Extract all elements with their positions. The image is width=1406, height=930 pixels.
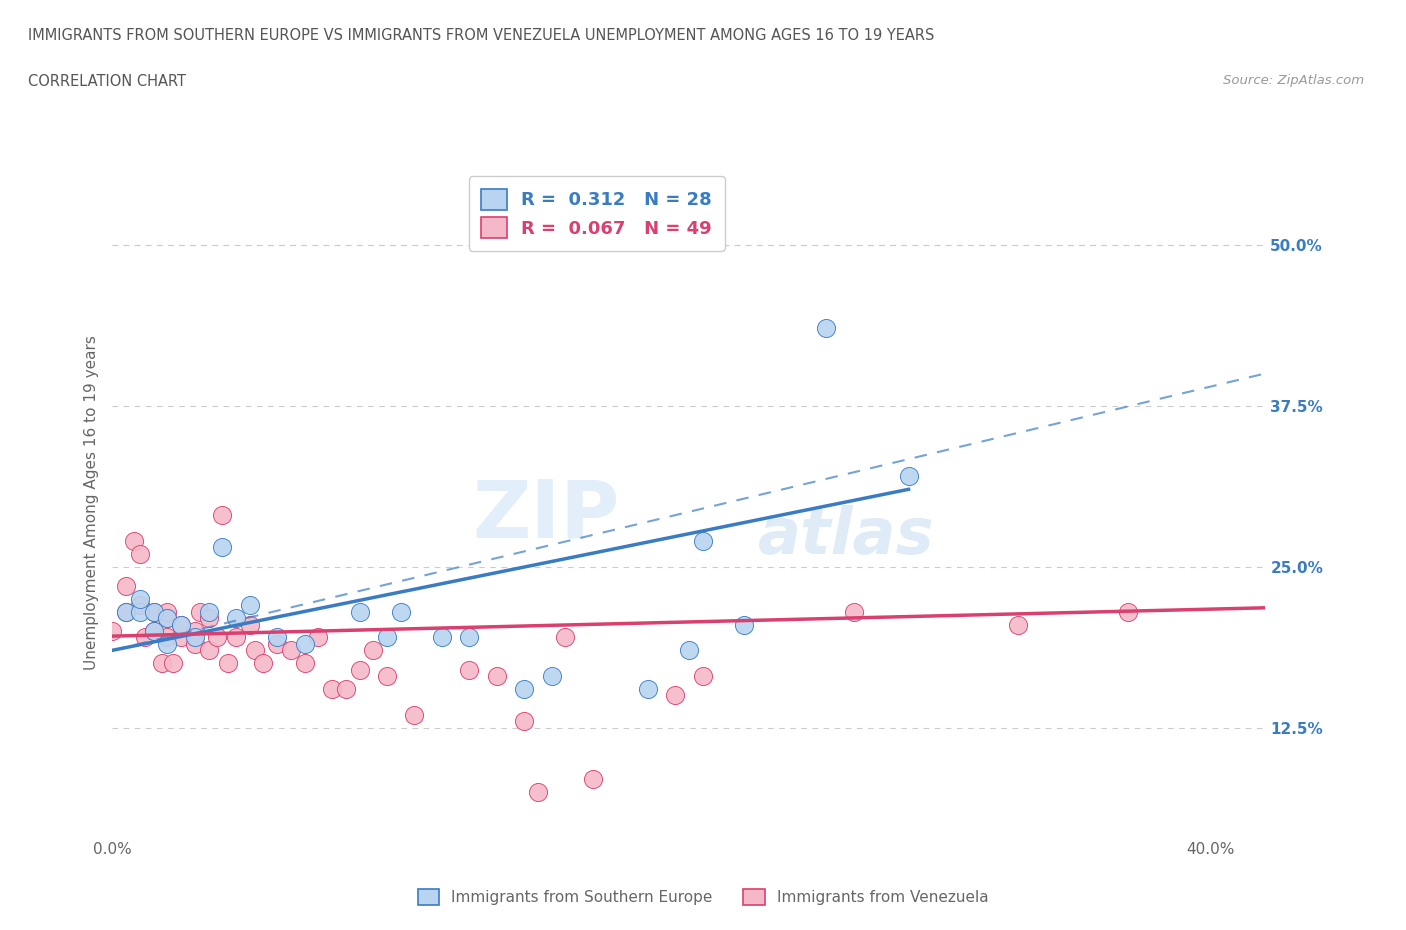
Point xyxy=(842,604,865,619)
Point xyxy=(129,604,152,619)
Legend: Immigrants from Southern Europe, Immigrants from Venezuela: Immigrants from Southern Europe, Immigra… xyxy=(411,882,995,913)
Point xyxy=(197,604,219,619)
Point xyxy=(115,604,138,619)
Point xyxy=(150,656,173,671)
Point xyxy=(184,636,207,651)
Point xyxy=(225,630,247,644)
Point xyxy=(389,604,412,619)
Point xyxy=(692,534,714,549)
Point xyxy=(162,656,184,671)
Point xyxy=(375,630,398,644)
Point xyxy=(733,618,755,632)
Point xyxy=(142,604,165,619)
Point xyxy=(115,604,138,619)
Point xyxy=(184,623,207,638)
Point xyxy=(527,785,550,800)
Legend: R =  0.312   N = 28, R =  0.067   N = 49: R = 0.312 N = 28, R = 0.067 N = 49 xyxy=(468,177,724,251)
Point xyxy=(349,604,371,619)
Point xyxy=(124,534,146,549)
Point xyxy=(239,618,262,632)
Point xyxy=(692,669,714,684)
Point xyxy=(217,656,239,671)
Point xyxy=(129,591,152,606)
Point xyxy=(349,662,371,677)
Point xyxy=(375,669,398,684)
Point xyxy=(197,611,219,626)
Point xyxy=(294,656,316,671)
Point xyxy=(211,539,233,554)
Text: IMMIGRANTS FROM SOUTHERN EUROPE VS IMMIGRANTS FROM VENEZUELA UNEMPLOYMENT AMONG : IMMIGRANTS FROM SOUTHERN EUROPE VS IMMIG… xyxy=(28,28,935,43)
Point xyxy=(239,598,262,613)
Point xyxy=(211,508,233,523)
Point xyxy=(115,578,138,593)
Text: ZIP: ZIP xyxy=(472,476,620,554)
Text: CORRELATION CHART: CORRELATION CHART xyxy=(28,74,186,89)
Point xyxy=(266,630,288,644)
Point xyxy=(170,630,193,644)
Point xyxy=(513,682,536,697)
Point xyxy=(430,630,453,644)
Point xyxy=(129,598,152,613)
Text: Source: ZipAtlas.com: Source: ZipAtlas.com xyxy=(1223,74,1364,87)
Point xyxy=(252,656,274,671)
Point xyxy=(156,611,179,626)
Point xyxy=(205,630,228,644)
Point xyxy=(897,469,920,484)
Point xyxy=(142,604,165,619)
Point xyxy=(582,772,605,787)
Point xyxy=(184,630,207,644)
Point xyxy=(197,643,219,658)
Point xyxy=(361,643,384,658)
Point xyxy=(266,636,288,651)
Point xyxy=(513,713,536,728)
Point xyxy=(188,604,211,619)
Point xyxy=(1116,604,1139,619)
Point xyxy=(335,682,357,697)
Point xyxy=(142,623,165,638)
Point xyxy=(225,611,247,626)
Point xyxy=(245,643,267,658)
Point xyxy=(540,669,562,684)
Y-axis label: Unemployment Among Ages 16 to 19 years: Unemployment Among Ages 16 to 19 years xyxy=(83,335,98,670)
Point xyxy=(129,546,152,561)
Point xyxy=(485,669,508,684)
Point xyxy=(170,618,193,632)
Point xyxy=(156,636,179,651)
Point xyxy=(637,682,659,697)
Point xyxy=(321,682,343,697)
Point xyxy=(815,321,838,336)
Point xyxy=(294,636,316,651)
Point xyxy=(101,623,124,638)
Point xyxy=(134,630,156,644)
Point xyxy=(554,630,576,644)
Point xyxy=(1007,618,1029,632)
Point xyxy=(458,662,481,677)
Point xyxy=(156,604,179,619)
Point xyxy=(678,643,700,658)
Point xyxy=(280,643,302,658)
Point xyxy=(458,630,481,644)
Point xyxy=(142,623,165,638)
Point xyxy=(156,630,179,644)
Text: atlas: atlas xyxy=(758,505,935,566)
Point xyxy=(664,688,686,703)
Point xyxy=(404,707,426,722)
Point xyxy=(307,630,329,644)
Point xyxy=(170,618,193,632)
Point xyxy=(156,611,179,626)
